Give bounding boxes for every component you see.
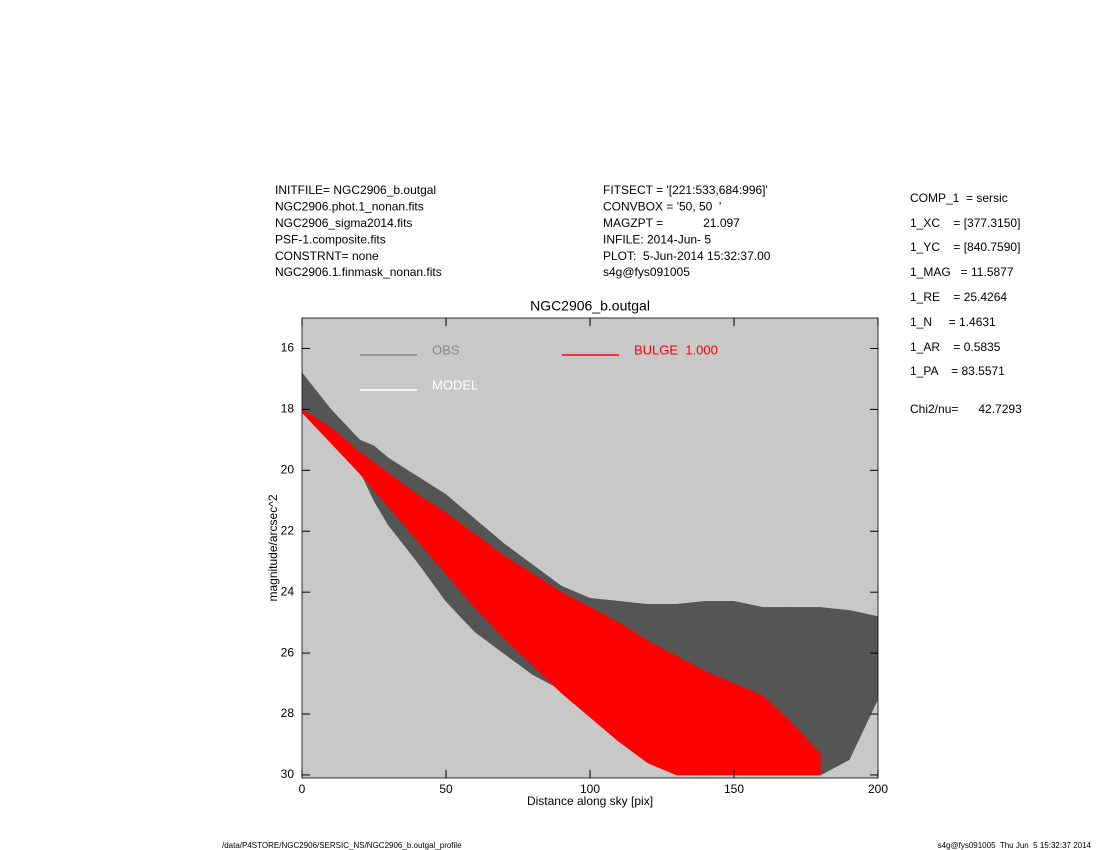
fit-parameter: 1_PA = 83.5571 <box>910 364 1005 378</box>
y-tick-label: 28 <box>281 706 295 720</box>
fit-parameter: 1_MAG = 11.5877 <box>910 265 1014 279</box>
x-tick-label: 150 <box>724 782 744 796</box>
legend-label: OBS <box>432 342 460 357</box>
point-cloud-segment <box>704 670 735 776</box>
point-cloud-segment <box>791 722 821 776</box>
y-tick-label: 26 <box>281 645 295 659</box>
fit-parameter: 1_XC = [377.3150] <box>910 216 1020 230</box>
fit-parameter: 1_YC = [840.7590] <box>910 240 1020 254</box>
point-cloud-segment <box>647 640 677 776</box>
header-middle-line: INFILE: 2014-Jun- 5 <box>603 232 711 246</box>
header-middle-line: s4g@fys091005 <box>603 265 690 279</box>
y-tick-label: 22 <box>281 523 295 537</box>
y-tick-label: 18 <box>281 402 295 416</box>
header-left-line: NGC2906_sigma2014.fits <box>275 216 412 230</box>
header-middle-line: CONVBOX = '50, 50 ' <box>603 200 721 214</box>
x-tick-label: 0 <box>299 782 306 796</box>
legend-label: BULGE 1.000 <box>634 342 718 357</box>
footer-right: s4g@fys091005 Thu Jun 5 15:32:37 2014 <box>938 841 1092 850</box>
point-cloud-segment <box>618 622 648 764</box>
header-left-line: PSF-1.composite.fits <box>275 232 386 246</box>
y-tick-label: 24 <box>281 584 295 598</box>
point-cloud-segment <box>820 607 850 776</box>
legend-label: MODEL <box>432 377 478 392</box>
fit-parameter: Chi2/nu= 42.7293 <box>910 402 1022 416</box>
y-axis-label: magnitude/arcsec^2 <box>266 494 280 601</box>
fit-parameter: 1_RE = 25.4264 <box>910 290 1007 304</box>
fit-parameter: COMP_1 = sersic <box>910 191 1008 205</box>
footer-left: /data/P4STORE/NGC2906/SERSIC_NS/NGC2906_… <box>222 841 462 850</box>
header-middle-line: MAGZPT = 21.097 <box>603 216 740 230</box>
y-tick-label: 16 <box>281 341 295 355</box>
point-cloud-segment <box>848 610 878 760</box>
header-left-line: NGC2906.phot.1_nonan.fits <box>275 200 424 214</box>
point-cloud-segment <box>733 683 764 776</box>
point-cloud-segment <box>676 655 706 776</box>
x-axis-label: Distance along sky [pix] <box>527 794 653 808</box>
header-middle-line: FITSECT = '[221:533,684:996]' <box>603 183 768 197</box>
y-tick-label: 20 <box>281 462 295 476</box>
x-tick-label: 200 <box>868 782 888 796</box>
chart-title: NGC2906_b.outgal <box>530 298 650 314</box>
fit-parameter: 1_AR = 0.5835 <box>910 340 1001 354</box>
header-left-line: INITFILE= NGC2906_b.outgal <box>275 183 436 197</box>
x-tick-label: 100 <box>580 782 600 796</box>
fit-parameter: 1_N = 1.4631 <box>910 315 996 329</box>
header-left-line: NGC2906.1.finmask_nonan.fits <box>275 265 442 279</box>
x-tick-label: 50 <box>439 782 453 796</box>
plot-marks <box>302 372 878 776</box>
y-tick-label: 30 <box>281 767 295 781</box>
header-left-line: CONSTRNT= none <box>275 249 379 263</box>
header-middle-line: PLOT: 5-Jun-2014 15:32:37.00 <box>603 249 771 263</box>
